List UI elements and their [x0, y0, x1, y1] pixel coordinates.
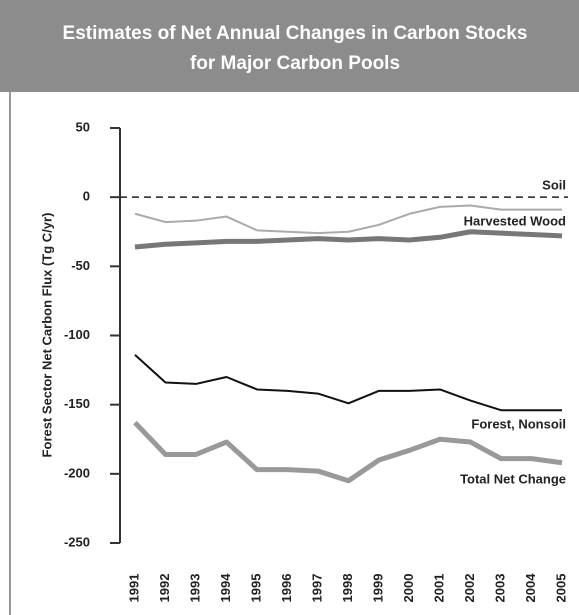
chart-title: Estimates of Net Annual Changes in Carbo… — [63, 23, 528, 44]
y-axis-label: Forest Sector Net Carbon Flux (Tg C/yr) — [39, 213, 54, 458]
series-line — [134, 204, 562, 235]
x-tick-label: 1996 — [279, 574, 294, 603]
series-label: Soil — [542, 177, 566, 192]
y-tick-label: -150 — [64, 396, 90, 411]
x-tick-label: 2004 — [523, 573, 538, 603]
x-tick-label: 1992 — [157, 574, 172, 603]
series-line — [133, 420, 563, 484]
x-tick-label: 2005 — [553, 574, 568, 603]
x-tick-label: 1993 — [187, 574, 202, 603]
x-tick-label: 1995 — [248, 574, 263, 603]
series-label: Forest, Nonsoil — [471, 416, 566, 431]
x-tick-label: 1998 — [340, 574, 355, 603]
x-tick-label: 2000 — [401, 574, 416, 603]
x-tick-label: 2001 — [431, 574, 446, 603]
y-tick-label: 50 — [76, 119, 90, 134]
x-tick-label: 1999 — [370, 574, 385, 603]
x-tick-label: 1994 — [218, 573, 233, 603]
title-banner — [0, 0, 579, 92]
x-tick-label: 1991 — [126, 574, 141, 603]
x-tick-label: 2003 — [492, 574, 507, 603]
x-tick-label: 2002 — [462, 574, 477, 603]
chart-title: for Major Carbon Pools — [190, 53, 400, 74]
y-tick-label: 0 — [83, 189, 90, 204]
series-line — [134, 229, 563, 250]
x-tick-label: 1997 — [309, 574, 324, 603]
y-tick-label: -50 — [71, 258, 90, 273]
series-label: Total Net Change — [460, 471, 566, 486]
series-line — [134, 354, 562, 412]
y-tick-label: -100 — [64, 327, 90, 342]
series-label: Harvested Wood — [464, 213, 566, 228]
y-tick-label: -200 — [64, 465, 90, 480]
y-tick-label: -250 — [64, 534, 90, 549]
